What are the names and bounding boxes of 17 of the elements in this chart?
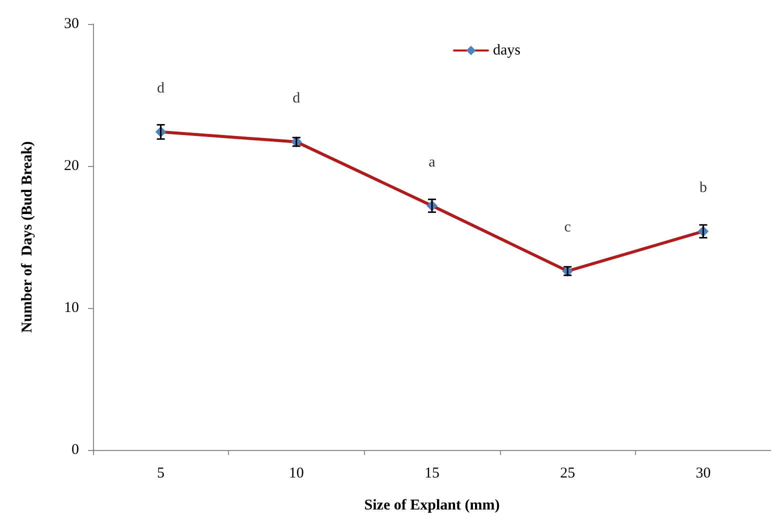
x-tick-label: 10 [288,466,304,482]
x-axis-title: Size of Explant (mm) [364,498,500,514]
y-tick-label: 20 [64,158,79,174]
x-tick-label: 15 [424,466,440,482]
y-tick-label: 10 [64,300,79,316]
y-axis-title: Number of Days (Bud Break) [20,141,36,333]
x-tick-label: 5 [157,466,165,482]
annotation: a [428,154,436,170]
x-tick-label: 25 [560,466,576,482]
legend-label: days [493,42,521,58]
annotation: d [157,80,166,96]
y-tick-label: 0 [72,442,79,458]
annotation: c [564,220,572,236]
annotation: b [699,180,707,196]
y-tick-label: 30 [64,16,79,32]
annotation: d [292,90,301,106]
x-tick-label: 30 [696,466,711,482]
